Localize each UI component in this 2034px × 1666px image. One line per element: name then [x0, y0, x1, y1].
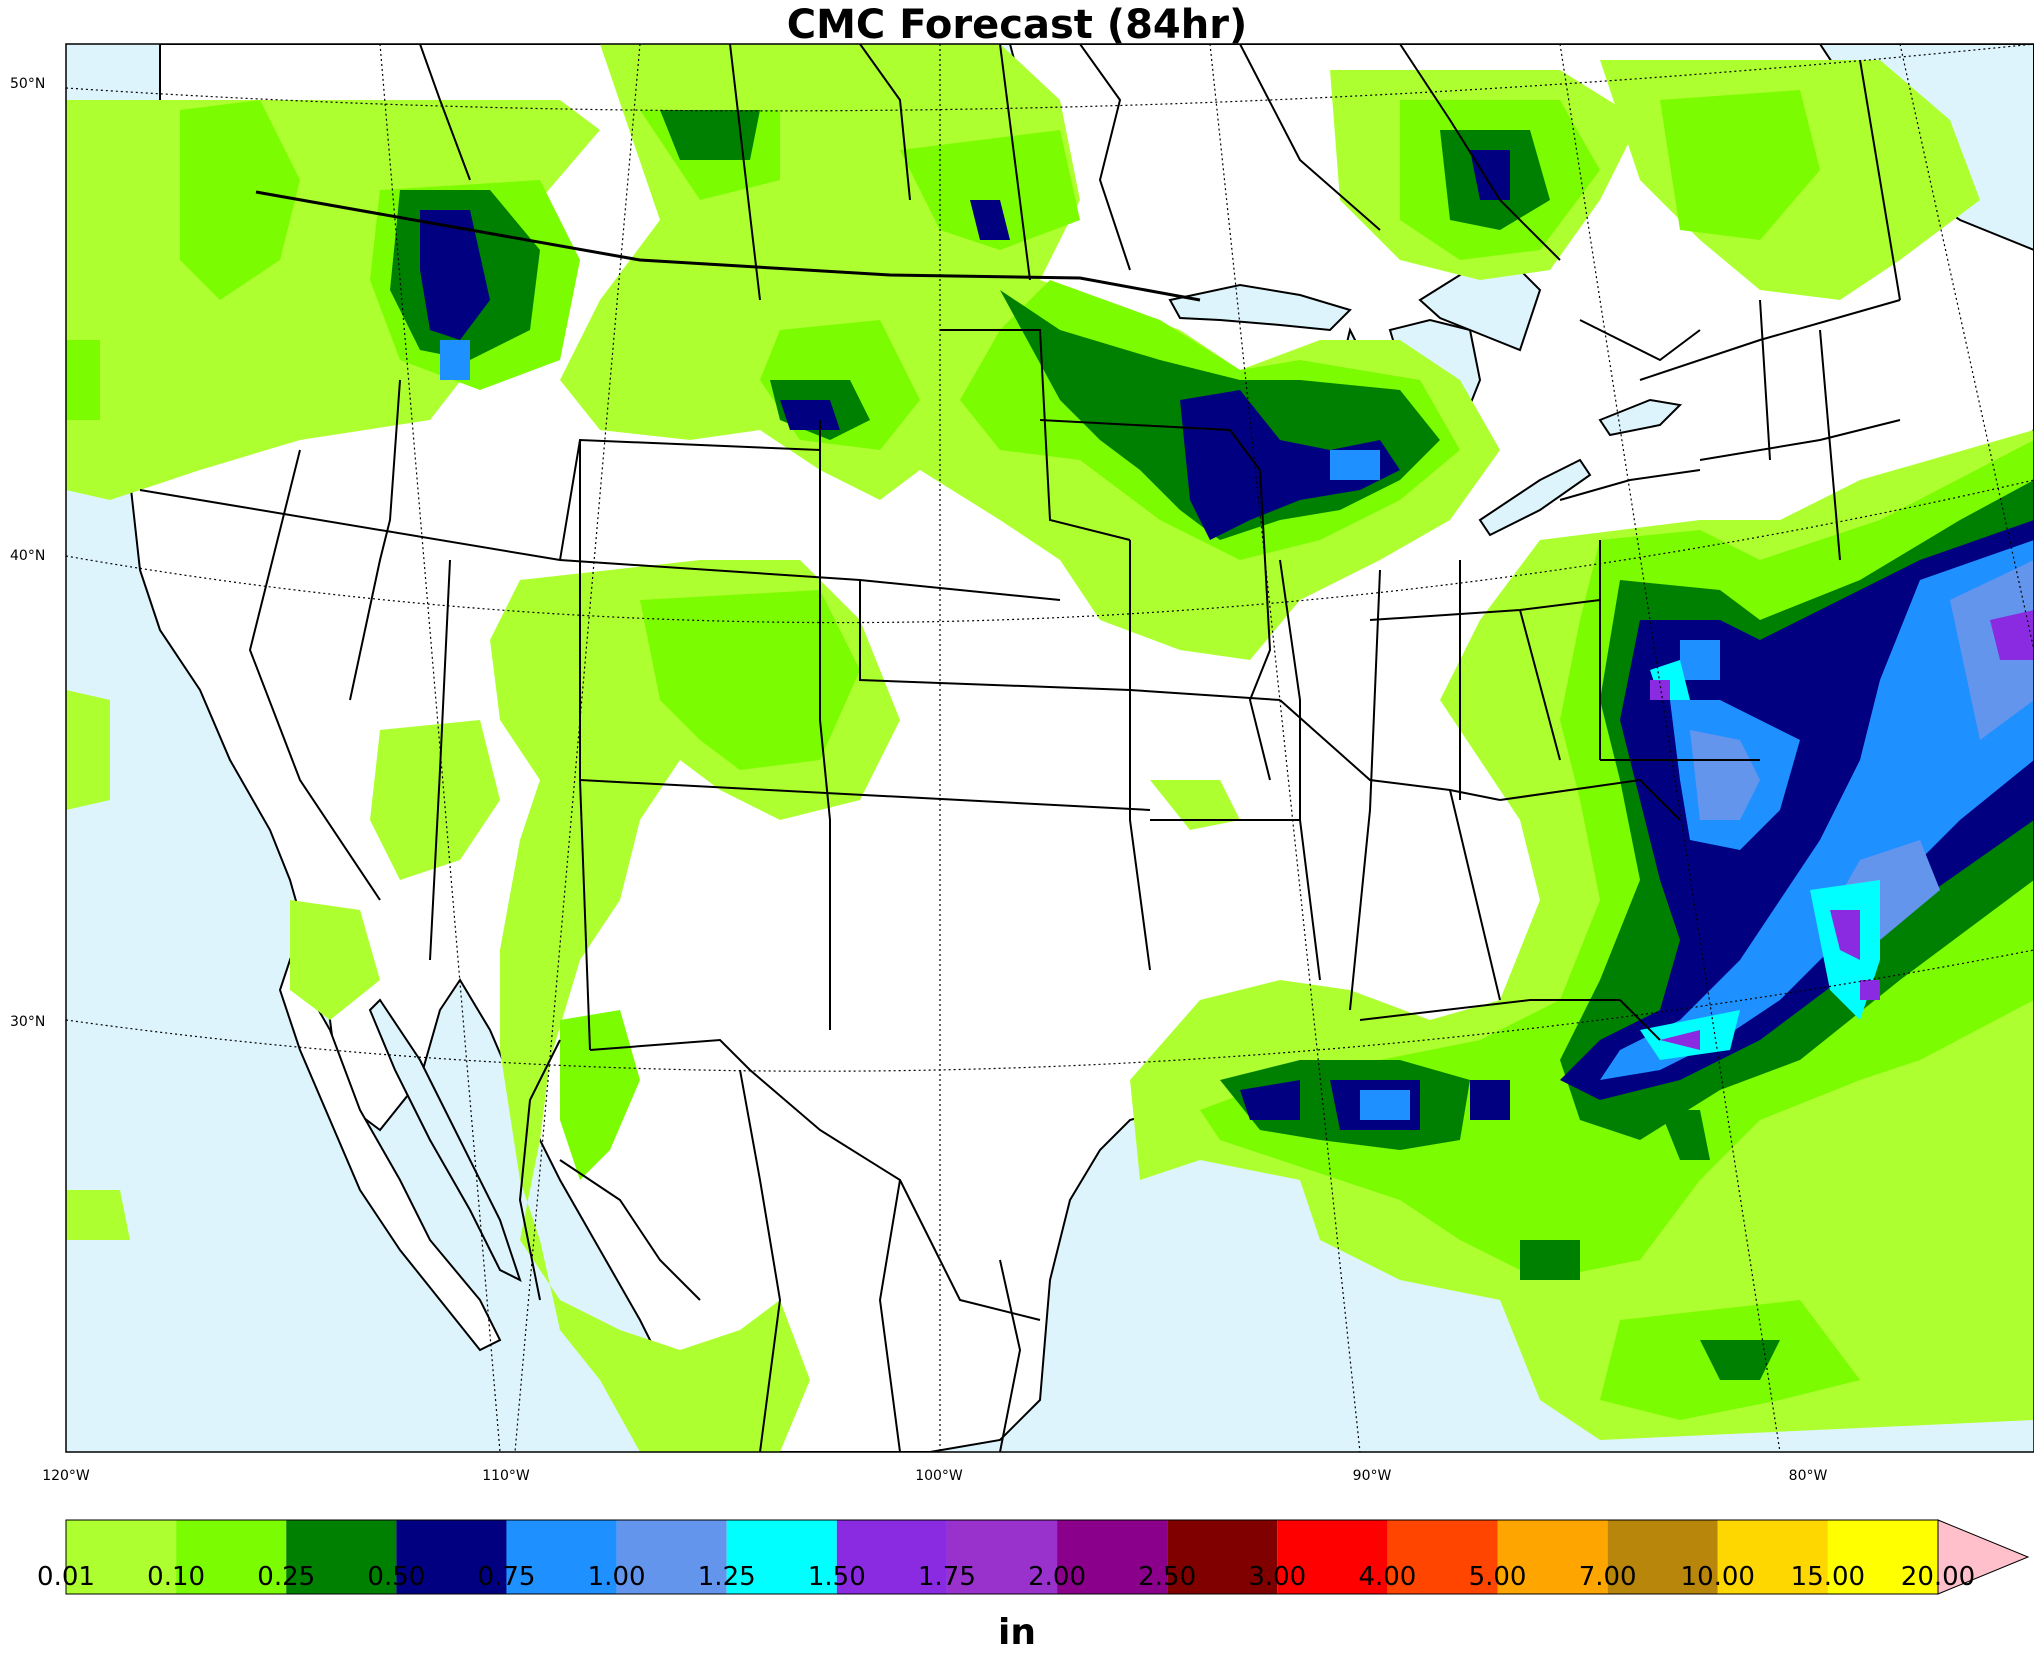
gulf-of-california: [368, 998, 522, 1282]
colorbar-tick-label: 0.50: [367, 1562, 426, 1592]
lon-label-80: 80°W: [1788, 1468, 1828, 1484]
colorbar-tick-label: 20.00: [1900, 1562, 1976, 1592]
great-lakes: [1168, 248, 1683, 537]
colorbar-tick-label: 1.50: [807, 1562, 866, 1592]
colorbar-tick-label: 10.00: [1680, 1562, 1755, 1592]
lat-label-40: 40°N: [10, 548, 46, 564]
political-borders: [139, 44, 1901, 1452]
baja-peninsula: [278, 957, 502, 1352]
lon-label-90: 90°W: [1352, 1468, 1392, 1484]
precip-150-175: [1650, 610, 2034, 1050]
lon-label-120: 120°W: [42, 1468, 90, 1484]
map-title: CMC Forecast (84hr): [786, 2, 1248, 48]
colorbar-tick-label: 0.10: [147, 1562, 206, 1592]
lat-label-50: 50°N: [10, 76, 46, 92]
map-frame: [65, 43, 2034, 1453]
lon-label-100: 100°W: [915, 1468, 963, 1484]
colorbar-tick-label: 15.00: [1790, 1562, 1866, 1592]
graticule: [66, 44, 2034, 1452]
colorbar-tick-label: 2.50: [1138, 1562, 1197, 1592]
lat-label-30: 30°N: [10, 1014, 46, 1030]
colorbar-tick-label: 3.00: [1248, 1562, 1307, 1592]
colorbar-tick-label: 1.00: [587, 1562, 646, 1592]
colorbar-tick-label: 4.00: [1358, 1562, 1417, 1592]
colorbar-unit-label: in: [998, 1612, 1036, 1653]
colorbar-tick-label: 7.00: [1578, 1562, 1637, 1592]
colorbar-tick-label: 5.00: [1468, 1562, 1527, 1592]
colorbar-tick-label: 0.75: [477, 1562, 536, 1592]
colorbar-tick-label: 1.75: [917, 1562, 976, 1592]
precipitation-map: [65, 43, 2034, 1453]
colorbar-tick-label: 2.00: [1028, 1562, 1086, 1592]
colorbar-tick-label: 0.25: [257, 1562, 316, 1592]
colorbar-tick-label: 1.25: [697, 1562, 756, 1592]
lon-label-110: 110°W: [482, 1468, 530, 1484]
colorbar-frame: [65, 1519, 1939, 1595]
colorbar-tick-label: 0.01: [37, 1562, 95, 1592]
